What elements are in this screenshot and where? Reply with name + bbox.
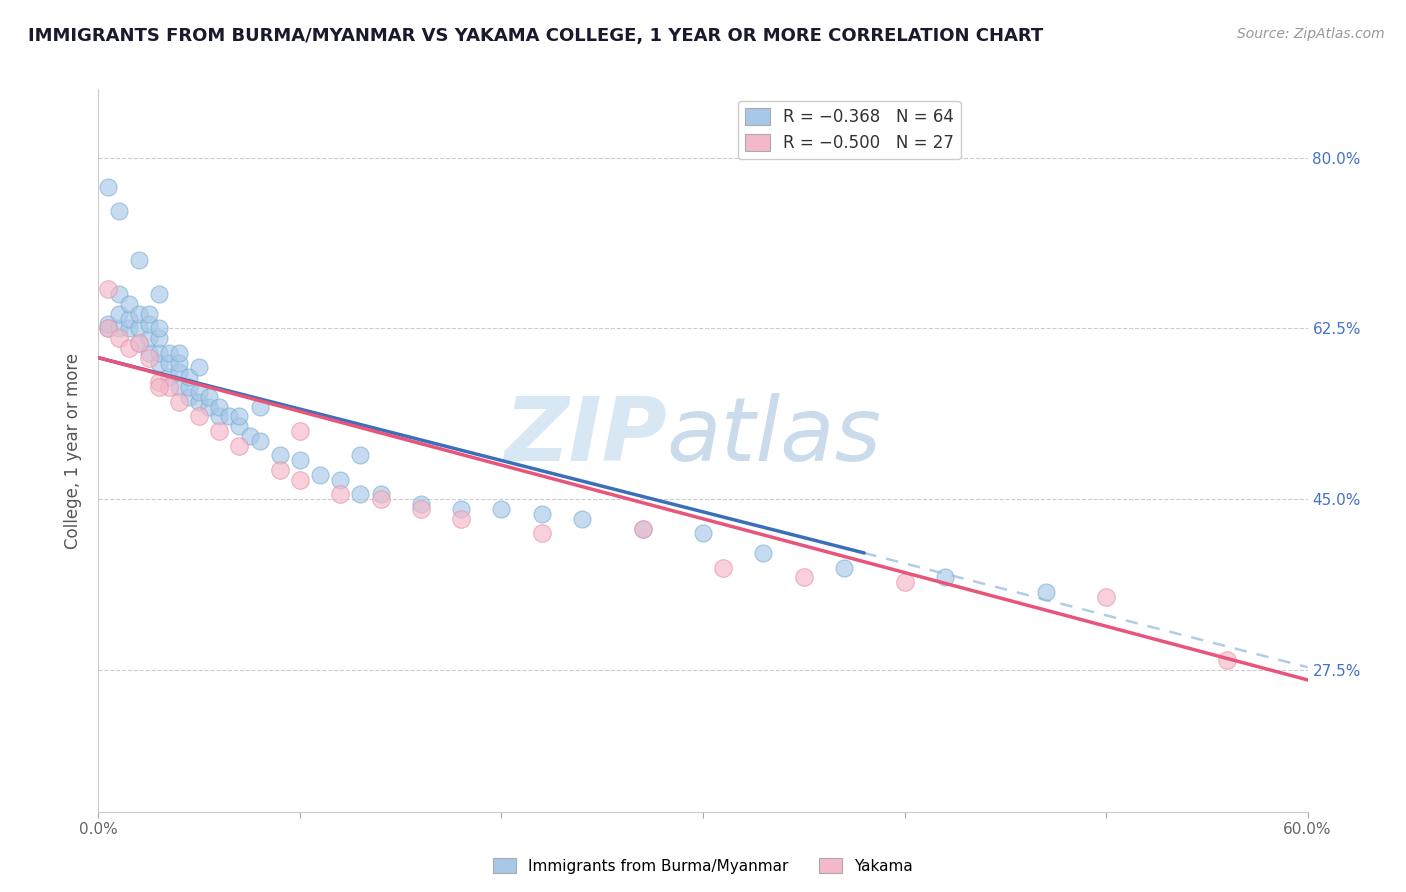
Point bbox=[450, 512, 472, 526]
Point bbox=[188, 409, 211, 424]
Point bbox=[349, 487, 371, 501]
Point bbox=[179, 380, 201, 394]
Point bbox=[269, 448, 291, 462]
Point bbox=[188, 360, 211, 375]
Point bbox=[228, 439, 250, 453]
Point bbox=[631, 522, 654, 536]
Point bbox=[409, 502, 432, 516]
Point bbox=[138, 317, 160, 331]
Y-axis label: College, 1 year or more: College, 1 year or more bbox=[65, 352, 83, 549]
Point bbox=[167, 365, 190, 379]
Point bbox=[228, 409, 250, 424]
Point bbox=[409, 497, 432, 511]
Point bbox=[329, 473, 352, 487]
Point bbox=[157, 380, 180, 394]
Point bbox=[107, 307, 129, 321]
Point bbox=[179, 390, 201, 404]
Point bbox=[370, 492, 392, 507]
Point bbox=[752, 546, 775, 560]
Text: IMMIGRANTS FROM BURMA/MYANMAR VS YAKAMA COLLEGE, 1 YEAR OR MORE CORRELATION CHAR: IMMIGRANTS FROM BURMA/MYANMAR VS YAKAMA … bbox=[28, 27, 1043, 45]
Point bbox=[157, 370, 180, 384]
Point bbox=[107, 321, 129, 335]
Point bbox=[208, 424, 231, 438]
Point bbox=[711, 560, 734, 574]
Point bbox=[208, 409, 231, 424]
Point bbox=[107, 204, 129, 219]
Text: atlas: atlas bbox=[666, 393, 882, 479]
Point bbox=[893, 575, 915, 590]
Point bbox=[167, 380, 190, 394]
Point bbox=[97, 321, 120, 335]
Point bbox=[530, 507, 553, 521]
Point bbox=[208, 400, 231, 414]
Point bbox=[239, 429, 262, 443]
Point bbox=[288, 473, 311, 487]
Point bbox=[188, 394, 211, 409]
Point bbox=[107, 287, 129, 301]
Point bbox=[188, 384, 211, 399]
Point bbox=[157, 355, 180, 369]
Point bbox=[934, 570, 956, 584]
Point bbox=[692, 526, 714, 541]
Point bbox=[97, 321, 120, 335]
Point bbox=[97, 317, 120, 331]
Point bbox=[118, 321, 141, 335]
Point bbox=[107, 331, 129, 345]
Point bbox=[349, 448, 371, 462]
Point bbox=[138, 351, 160, 365]
Point bbox=[128, 307, 150, 321]
Point bbox=[793, 570, 815, 584]
Point bbox=[832, 560, 855, 574]
Point bbox=[128, 253, 150, 268]
Point bbox=[309, 467, 332, 482]
Point bbox=[218, 409, 240, 424]
Point bbox=[288, 424, 311, 438]
Point bbox=[1216, 653, 1239, 667]
Point bbox=[138, 331, 160, 345]
Legend: Immigrants from Burma/Myanmar, Yakama: Immigrants from Burma/Myanmar, Yakama bbox=[486, 852, 920, 880]
Point bbox=[329, 487, 352, 501]
Point bbox=[148, 287, 170, 301]
Point bbox=[167, 394, 190, 409]
Text: ZIP: ZIP bbox=[503, 392, 666, 480]
Point bbox=[157, 346, 180, 360]
Point bbox=[138, 346, 160, 360]
Point bbox=[1095, 590, 1118, 604]
Point bbox=[97, 179, 120, 194]
Point bbox=[118, 297, 141, 311]
Point bbox=[288, 453, 311, 467]
Point bbox=[228, 419, 250, 434]
Point bbox=[148, 380, 170, 394]
Point bbox=[571, 512, 593, 526]
Point bbox=[128, 336, 150, 351]
Point bbox=[128, 321, 150, 335]
Point bbox=[370, 487, 392, 501]
Point bbox=[491, 502, 513, 516]
Point bbox=[530, 526, 553, 541]
Point bbox=[148, 355, 170, 369]
Point bbox=[148, 321, 170, 335]
Legend: R = −0.368   N = 64, R = −0.500   N = 27: R = −0.368 N = 64, R = −0.500 N = 27 bbox=[738, 101, 960, 159]
Point bbox=[148, 346, 170, 360]
Point bbox=[269, 463, 291, 477]
Point bbox=[249, 434, 271, 448]
Point bbox=[179, 370, 201, 384]
Point bbox=[167, 346, 190, 360]
Point bbox=[138, 307, 160, 321]
Point bbox=[118, 311, 141, 326]
Text: Source: ZipAtlas.com: Source: ZipAtlas.com bbox=[1237, 27, 1385, 41]
Point bbox=[128, 336, 150, 351]
Point bbox=[118, 341, 141, 355]
Point bbox=[198, 400, 221, 414]
Point bbox=[631, 522, 654, 536]
Point bbox=[148, 375, 170, 389]
Point bbox=[249, 400, 271, 414]
Point bbox=[198, 390, 221, 404]
Point bbox=[167, 355, 190, 369]
Point bbox=[1035, 585, 1057, 599]
Point bbox=[148, 331, 170, 345]
Point bbox=[450, 502, 472, 516]
Point bbox=[97, 282, 120, 296]
